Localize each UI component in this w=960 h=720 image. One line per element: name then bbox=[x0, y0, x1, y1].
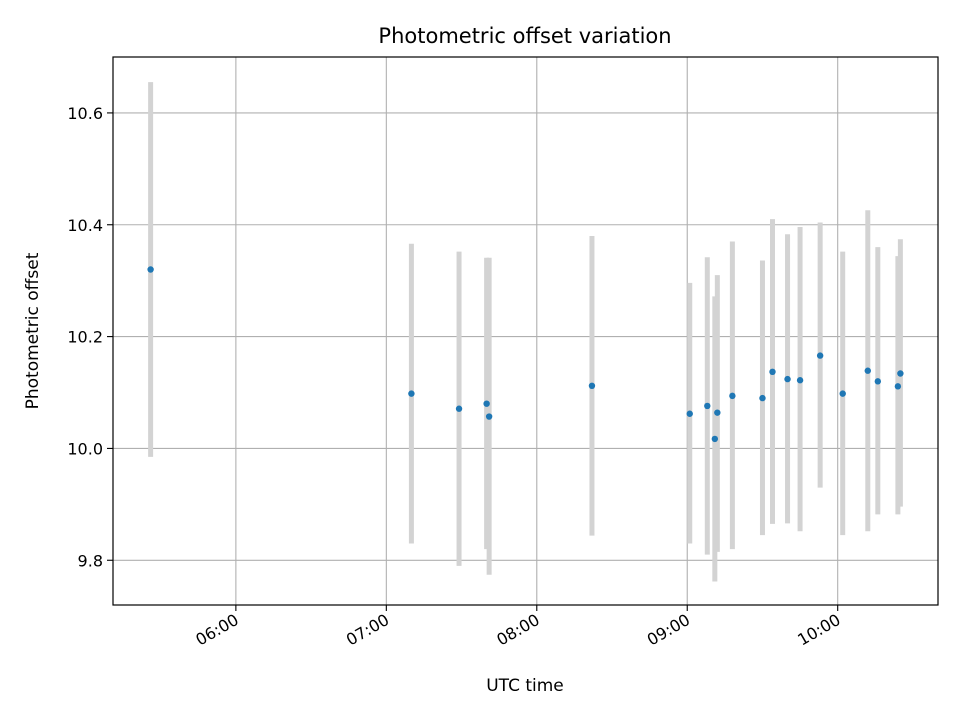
x-axis-title: UTC time bbox=[486, 676, 564, 696]
data-point bbox=[704, 402, 711, 410]
data-point bbox=[455, 405, 463, 412]
data-point bbox=[796, 377, 804, 384]
y-tick-label: 10.2 bbox=[67, 328, 103, 347]
y-tick-label: 9.8 bbox=[78, 551, 103, 570]
data-point bbox=[147, 266, 154, 273]
data-point bbox=[485, 413, 493, 420]
data-point bbox=[588, 382, 596, 389]
point-layer bbox=[147, 266, 904, 443]
y-tick-label: 10.6 bbox=[67, 104, 103, 123]
data-point bbox=[769, 368, 776, 376]
data-point bbox=[874, 378, 882, 385]
data-point bbox=[864, 367, 871, 374]
data-point bbox=[714, 409, 721, 416]
data-point bbox=[729, 392, 736, 400]
data-point bbox=[897, 370, 904, 377]
plot-area bbox=[113, 57, 938, 605]
data-point bbox=[894, 383, 902, 390]
data-point bbox=[686, 410, 693, 417]
plot-frame bbox=[112, 56, 939, 606]
data-point bbox=[408, 390, 415, 397]
data-point bbox=[839, 390, 846, 397]
data-point bbox=[759, 394, 766, 402]
data-point bbox=[784, 375, 791, 383]
y-axis: 9.8 10.0 10.2 10.4 10.6 bbox=[67, 104, 113, 570]
data-point bbox=[816, 352, 824, 359]
data-point bbox=[483, 400, 490, 407]
y-tick-label: 10.0 bbox=[67, 439, 103, 458]
y-tick-label: 10.4 bbox=[67, 216, 103, 235]
data-point bbox=[711, 435, 719, 443]
chart-title: Photometric offset variation bbox=[378, 24, 671, 48]
y-axis-title: Photometric offset bbox=[23, 252, 43, 409]
